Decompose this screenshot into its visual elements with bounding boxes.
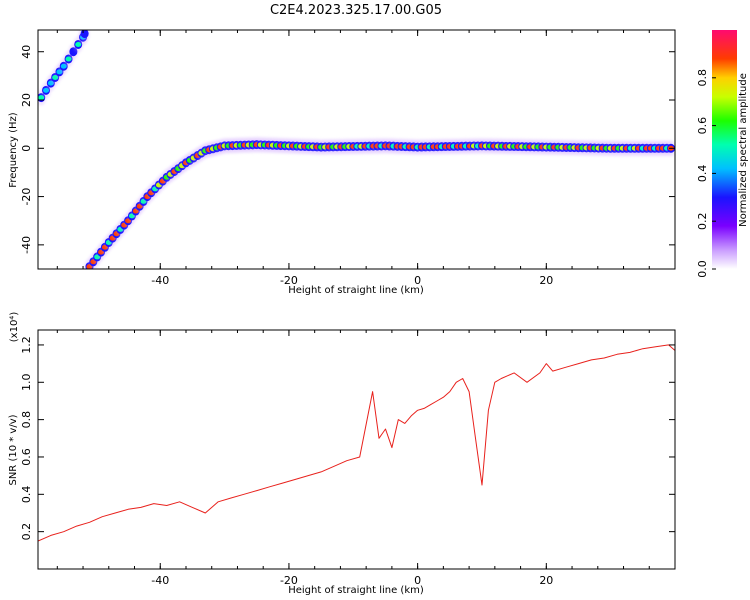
snr-y-multiplier: (x10⁴) [9, 312, 20, 343]
snr-x-tick-label: -20 [280, 574, 298, 587]
spectrogram-y-label: Frequency (Hz) [8, 112, 19, 188]
colorbar-tick-label: 0.6 [696, 117, 709, 135]
snr-x-ticks: -40 -20 0 20 [56, 330, 676, 587]
snr-x-label: Height of straight line (km) [288, 585, 424, 596]
spectrogram-y-tick-label: 40 [20, 45, 33, 59]
snr-panel: -40 -20 0 20 0.2 0.4 0.6 0.8 1.0 1.2 Height of s… [8, 312, 676, 596]
spectrogram-x-tick-label: 0 [414, 274, 421, 287]
colorbar-ticks: 0.0 0.2 0.4 0.6 0.8 [696, 69, 716, 278]
spectrogram-y-tick-label: -40 [20, 236, 33, 254]
spectrogram-frame [37, 29, 676, 270]
snr-y-tick-label: 1.2 [20, 336, 33, 354]
spectrogram-x-tick-label: -20 [280, 274, 298, 287]
snr-frame [37, 329, 676, 570]
spectrogram-peak [60, 63, 67, 69]
spectrogram-panel: -40 -20 0 20 -40 -20 0 20 40 Height of straight… [8, 29, 676, 296]
colorbar-tick-label: 0.0 [696, 260, 709, 278]
snr-y-label: SNR (10 * v/v) [8, 414, 19, 485]
snr-y-tick-label: 0.8 [20, 411, 33, 429]
spectrogram-peak [75, 41, 82, 47]
spectrogram-y-tick-label: 0 [20, 145, 33, 152]
snr-y-tick-label: 0.2 [20, 523, 33, 541]
colorbar-tick-label: 0.8 [696, 69, 709, 87]
snr-x-tick-label: -40 [151, 574, 169, 587]
spectrogram-x-tick-label: 20 [539, 274, 553, 287]
spectrogram-y-tick-label: -20 [20, 188, 33, 206]
colorbar-label: Normalized spectral amplitude [738, 73, 749, 227]
snr-series-line [38, 344, 675, 542]
snr-y-ticks: 0.2 0.4 0.6 0.8 1.0 1.2 [20, 336, 675, 540]
colorbar-tick-label: 0.2 [696, 212, 709, 230]
spectrogram-x-label: Height of straight line (km) [288, 285, 424, 296]
snr-x-tick-label: 0 [414, 574, 421, 587]
snr-y-tick-label: 0.4 [20, 486, 33, 504]
spectrogram-y-tick-label: 20 [20, 93, 33, 107]
spectrogram-peak [38, 95, 45, 101]
figure-title: C2E4.2023.325.17.00.G05 [270, 3, 442, 18]
spectrogram-y-ticks: -40 -20 0 20 40 [20, 45, 675, 254]
spectrogram-peak [65, 56, 72, 62]
snr-y-tick-label: 0.6 [20, 448, 33, 466]
snr-x-tick-label: 20 [539, 574, 553, 587]
colorbar-gradient [712, 30, 737, 269]
colorbar-tick-label: 0.4 [696, 165, 709, 183]
snr-y-tick-label: 1.0 [20, 374, 33, 392]
spectrogram-x-ticks: -40 -20 0 20 [56, 30, 676, 287]
colorbar: 0.0 0.2 0.4 0.6 0.8 Normalized spectral ampl… [696, 30, 749, 278]
spectrogram-peak [70, 49, 77, 55]
spectrogram-peak [43, 87, 50, 93]
spectrogram-x-tick-label: -40 [151, 274, 169, 287]
spectrogram-traces [38, 30, 675, 269]
